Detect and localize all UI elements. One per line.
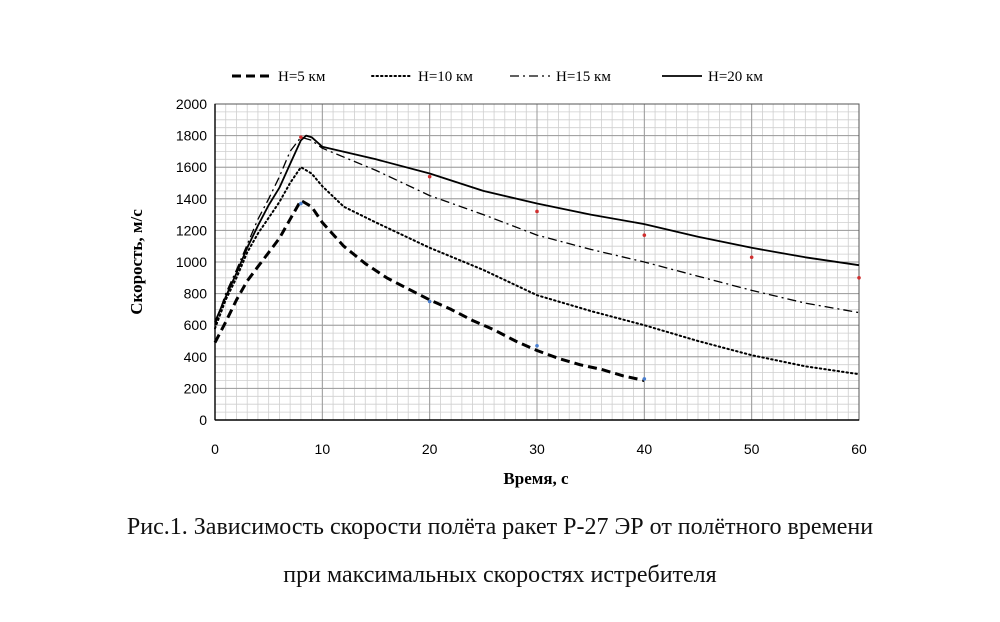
x-tick-label: 10 [315, 441, 331, 457]
data-marker [642, 377, 647, 381]
y-tick-label: 200 [184, 380, 208, 396]
data-marker [749, 255, 754, 260]
y-tick-label: 1600 [176, 159, 207, 175]
x-tick-label: 30 [529, 441, 545, 457]
x-tick-label: 0 [211, 441, 219, 457]
series-line-4 [214, 134, 860, 323]
figure-caption-line-1: Рис.1. Зависимость скорости полёта ракет… [126, 514, 874, 540]
series-line-2 [214, 166, 860, 376]
data-marker [535, 209, 539, 214]
series-line-3 [214, 136, 860, 326]
data-marker [535, 343, 539, 348]
y-tick-label: 1400 [176, 191, 207, 207]
data-marker [427, 299, 432, 304]
x-tick-label: 20 [422, 441, 438, 457]
x-tick-label: 60 [851, 441, 867, 457]
legend-label-1: H=5 км [278, 69, 326, 85]
chart-legend: H=5 км H=10 км H=15 км H=20 км [232, 69, 763, 85]
data-marker [299, 135, 303, 139]
data-marker [427, 174, 432, 179]
x-tick-label: 50 [744, 441, 760, 457]
legend-label-2: H=10 км [418, 69, 473, 85]
data-marker [299, 201, 303, 206]
y-tick-label: 1200 [176, 222, 207, 238]
series-line-1 [213, 198, 645, 382]
speed-time-chart: 0 10 20 30 40 50 60020040060080010001200140016… [127, 69, 867, 488]
y-tick-label: 1800 [176, 128, 207, 144]
y-axis-label: Скорость, м/с [127, 209, 146, 315]
x-tick-label: 40 [637, 441, 653, 457]
figure-caption-line-2: при максимальных скоростях истребителя [283, 562, 717, 588]
y-tick-label: 2000 [176, 96, 207, 112]
chart-grid [214, 103, 860, 421]
y-tick-label: 600 [184, 317, 208, 333]
legend-label-3: H=15 км [556, 69, 611, 85]
chart-axes: 0 10 20 30 40 50 60020040060080010001200140016… [176, 96, 867, 457]
chart-markers [299, 135, 861, 381]
chart-series [213, 134, 860, 382]
data-marker [857, 276, 861, 280]
y-tick-label: 400 [184, 349, 208, 365]
x-axis-label: Время, с [503, 469, 569, 488]
y-tick-label: 1000 [176, 254, 207, 270]
y-tick-label: 800 [184, 286, 208, 302]
y-tick-label: 0 [199, 412, 207, 428]
data-marker [642, 233, 647, 237]
legend-label-4: H=20 км [708, 69, 763, 85]
